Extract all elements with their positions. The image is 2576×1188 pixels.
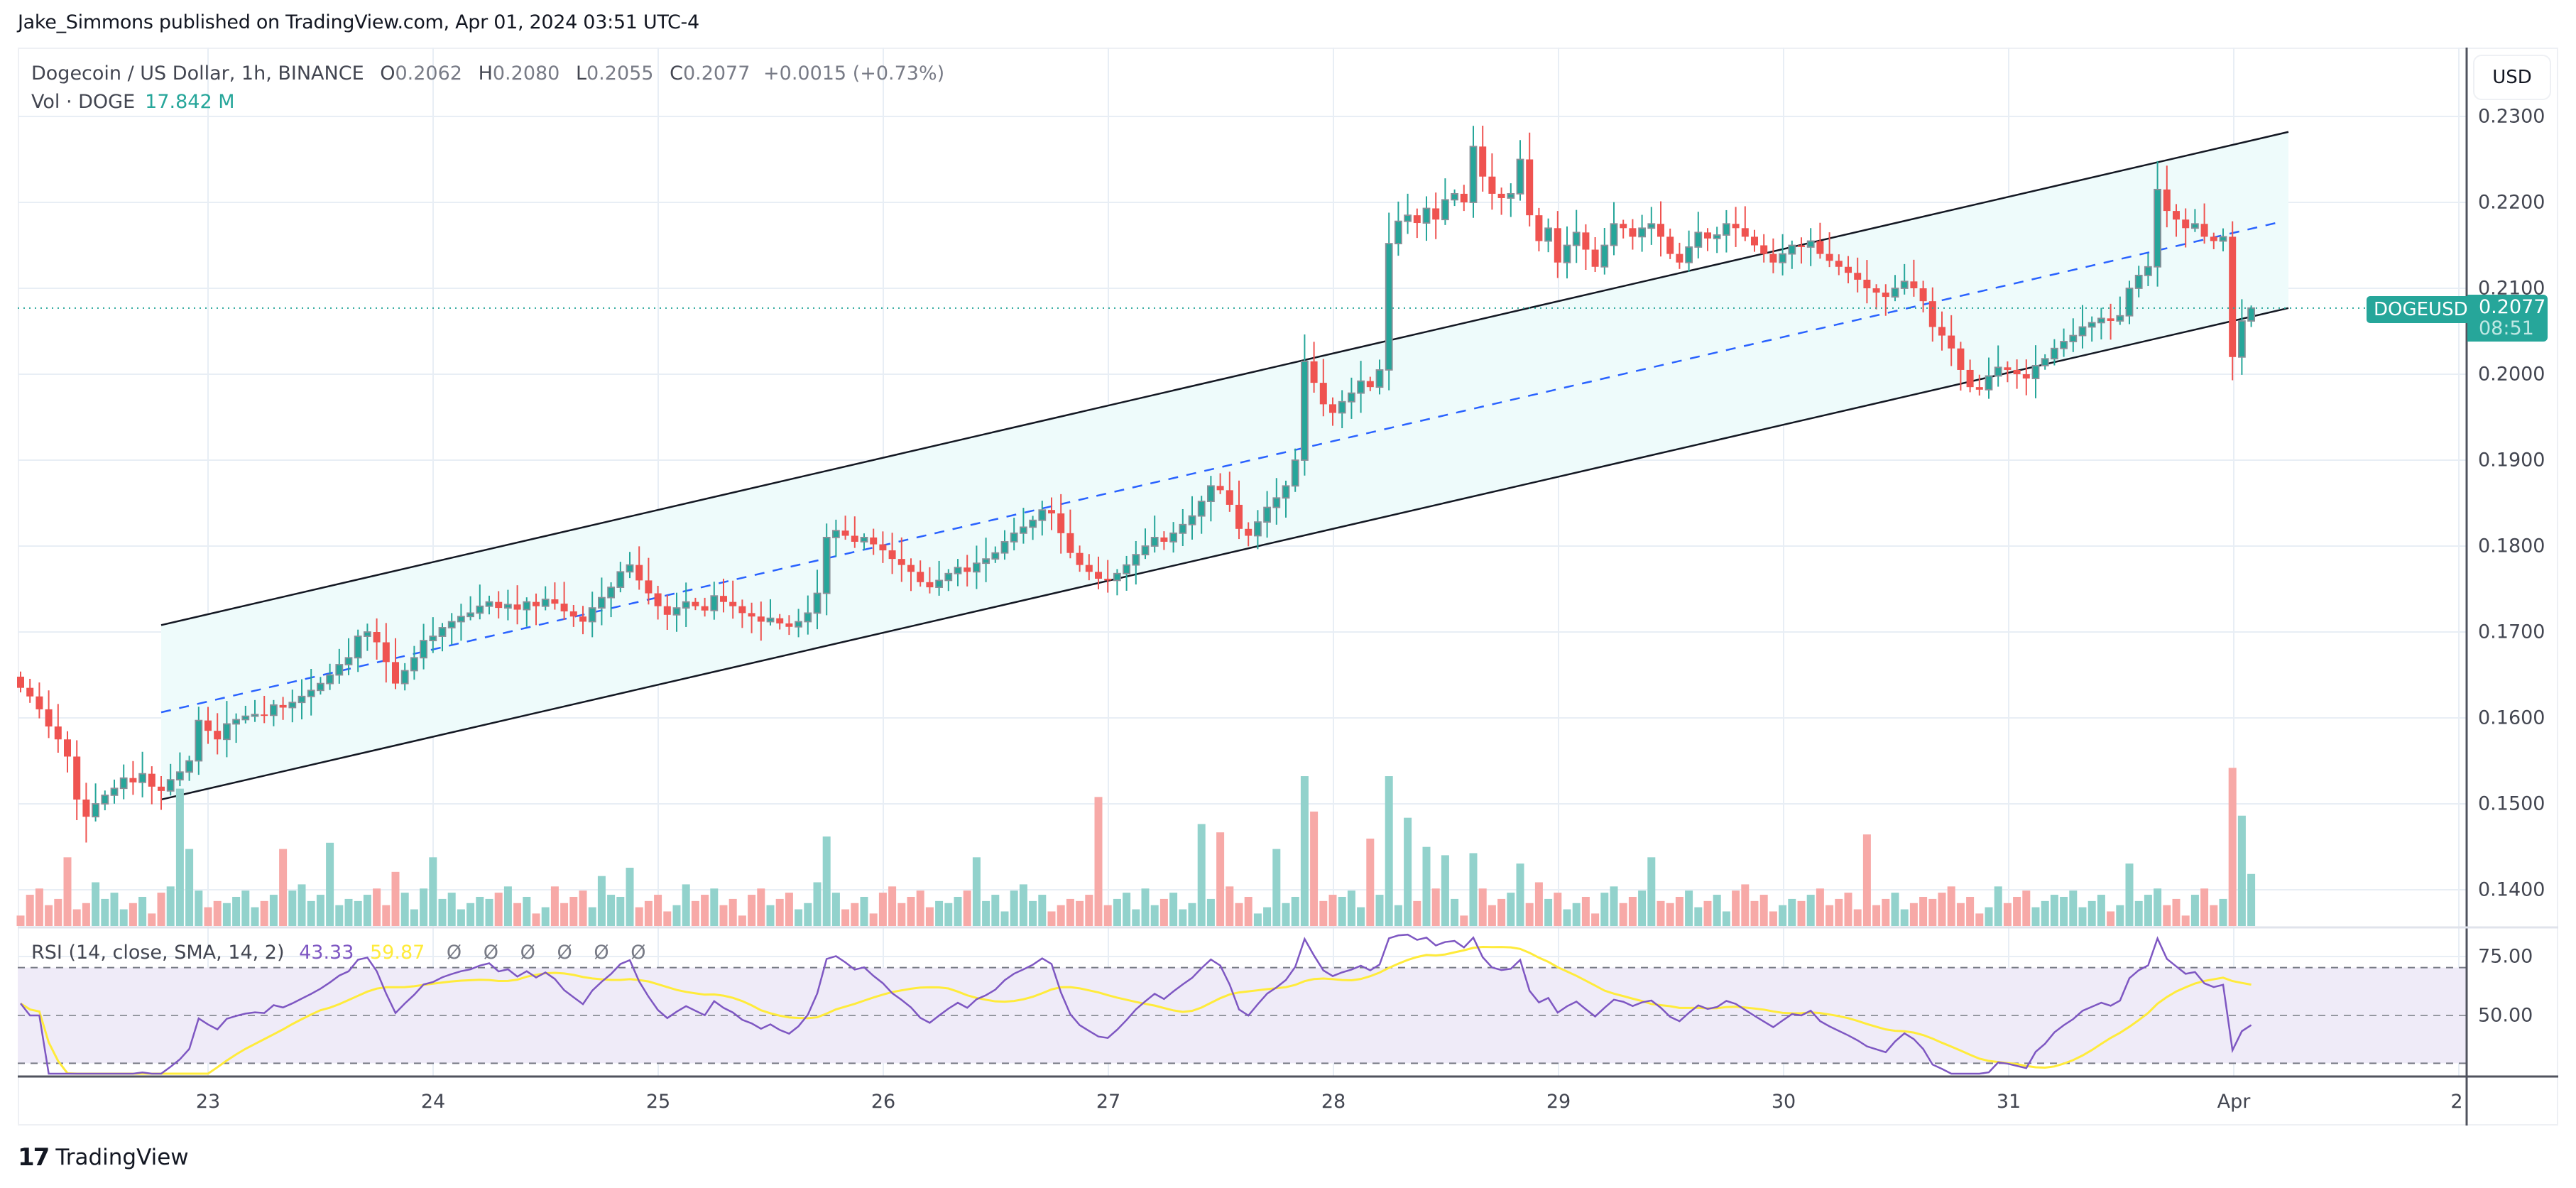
time-tick: 2 bbox=[2450, 1091, 2463, 1113]
price-tick: 0.1800 bbox=[2478, 535, 2545, 557]
open-value: 0.2062 bbox=[395, 62, 462, 85]
rsi-pane bbox=[18, 933, 2467, 1075]
tradingview-logo[interactable]: 17 TradingView bbox=[18, 1143, 189, 1172]
na-value: Ø bbox=[631, 942, 646, 964]
rsi-value: 43.33 bbox=[299, 942, 354, 964]
close-label: C bbox=[670, 62, 683, 85]
price-tick: 0.2200 bbox=[2478, 191, 2545, 214]
currency-button[interactable]: USD bbox=[2473, 55, 2551, 100]
change-value: +0.0015 (+0.73%) bbox=[763, 62, 945, 85]
price-tick: 0.1500 bbox=[2478, 792, 2545, 815]
open-label: O bbox=[380, 62, 395, 85]
symbol-legend[interactable]: Dogecoin / US Dollar, 1h, BINANCE O0.206… bbox=[31, 62, 944, 85]
chart-frame bbox=[18, 48, 2558, 1126]
time-tick: 24 bbox=[420, 1091, 446, 1113]
na-value: Ø bbox=[446, 942, 462, 964]
candlestick-series bbox=[17, 126, 2367, 843]
publish-info: Jake_Simmons published on TradingView.co… bbox=[18, 11, 699, 33]
time-tick: 23 bbox=[195, 1091, 221, 1113]
rsi-label[interactable]: RSI (14, close, SMA, 14, 2) bbox=[31, 942, 285, 964]
price-tick: 0.2300 bbox=[2478, 105, 2545, 128]
close-value: 0.2077 bbox=[682, 62, 751, 85]
na-value: Ø bbox=[557, 942, 572, 964]
time-tick: 25 bbox=[645, 1091, 671, 1113]
na-value: Ø bbox=[520, 942, 535, 964]
time-tick: 28 bbox=[1321, 1091, 1346, 1113]
na-value: Ø bbox=[483, 942, 499, 964]
na-value: Ø bbox=[594, 942, 609, 964]
volume-label[interactable]: Vol · DOGE bbox=[31, 91, 136, 113]
tradingview-brand-name: TradingView bbox=[55, 1145, 189, 1170]
price-tick: 0.1400 bbox=[2478, 878, 2545, 901]
axis-lines bbox=[18, 48, 2558, 1126]
high-label: H bbox=[478, 62, 493, 85]
price-tick: 0.2000 bbox=[2478, 363, 2545, 386]
time-tick: 26 bbox=[871, 1091, 896, 1113]
time-tick: 27 bbox=[1096, 1091, 1121, 1113]
parallel-channel-drawing bbox=[160, 131, 2289, 801]
price-tick: 0.1700 bbox=[2478, 621, 2545, 643]
rsi-sma-value: 59.87 bbox=[370, 942, 425, 964]
rsi-tick: 50.00 bbox=[2478, 1004, 2533, 1027]
low-value: 0.2055 bbox=[586, 62, 654, 85]
volume-bars bbox=[16, 768, 2256, 926]
time-tick: 29 bbox=[1546, 1091, 1571, 1113]
bar-countdown: 08:51 bbox=[2479, 317, 2534, 339]
symbol-title[interactable]: Dogecoin / US Dollar, 1h, BINANCE bbox=[31, 62, 364, 85]
low-label: L bbox=[575, 62, 586, 85]
rsi-legend[interactable]: RSI (14, close, SMA, 14, 2) 43.33 59.87 … bbox=[31, 942, 645, 964]
price-tick: 0.1900 bbox=[2478, 449, 2545, 472]
volume-legend[interactable]: Vol · DOGE 17.842 M bbox=[31, 91, 235, 113]
time-tick: Apr bbox=[2217, 1091, 2251, 1113]
volume-value: 17.842 M bbox=[145, 91, 235, 113]
last-price-value: 0.2077 bbox=[2479, 296, 2546, 318]
tradingview-logo-icon: 17 bbox=[18, 1143, 50, 1172]
price-tick: 0.1600 bbox=[2478, 707, 2545, 729]
high-value: 0.2080 bbox=[492, 62, 560, 85]
last-price-tag: 0.2077 08:51 bbox=[2467, 295, 2548, 342]
time-tick: 31 bbox=[1996, 1091, 2021, 1113]
time-tick: 30 bbox=[1771, 1091, 1796, 1113]
rsi-tick: 75.00 bbox=[2478, 945, 2533, 968]
symbol-price-tag: DOGEUSD bbox=[2367, 296, 2475, 323]
